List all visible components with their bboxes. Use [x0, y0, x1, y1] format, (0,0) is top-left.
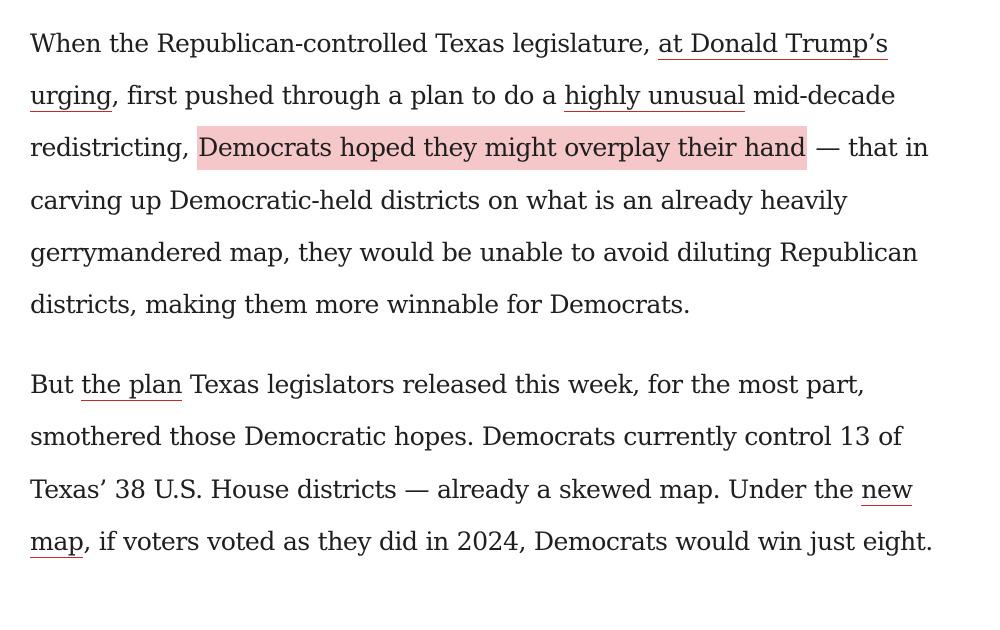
link-highly-unusual[interactable]: highly unusual: [564, 81, 745, 113]
paragraph: But the plan Texas legislators released …: [30, 359, 965, 568]
link-new-map[interactable]: new map: [30, 474, 913, 558]
highlight-overplay: Democrats hoped they might overplay thei…: [197, 126, 808, 171]
text-segment: But: [30, 370, 82, 400]
text-segment: mid-decade redistricting,: [30, 81, 896, 163]
link-trump-urging[interactable]: at Donald Trump’s urging: [30, 29, 888, 113]
text-segment: , if voters voted as they did in 2024, D…: [83, 526, 933, 556]
paragraph: When the Republican-controlled Texas leg…: [30, 18, 965, 331]
text-segment: When the Republican-controlled Texas leg…: [30, 29, 659, 58]
link-the-plan[interactable]: the plan: [81, 370, 183, 402]
text-segment: — that in carving up Democratic-held dis…: [30, 133, 929, 320]
text-segment: , first pushed through a plan to do a: [111, 81, 565, 111]
text-segment: Texas legislators released this week, fo…: [30, 370, 902, 504]
article-body: When the Republican-controlled Texas leg…: [30, 18, 965, 596]
